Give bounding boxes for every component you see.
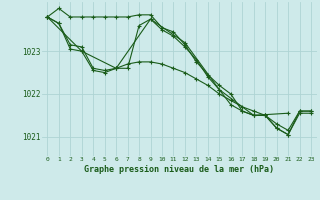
X-axis label: Graphe pression niveau de la mer (hPa): Graphe pression niveau de la mer (hPa) (84, 165, 274, 174)
